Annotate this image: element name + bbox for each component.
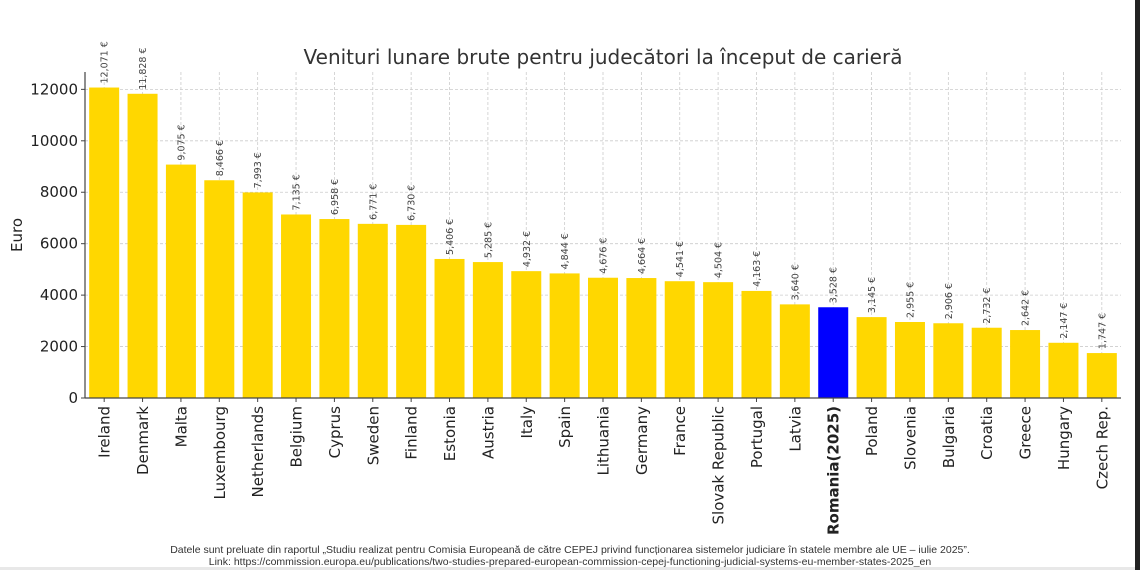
bar-chart: Venituri lunare brute pentru judecători … <box>8 41 1121 535</box>
data-label: 3,145 € <box>867 277 878 313</box>
data-label: 2,642 € <box>1021 290 1032 326</box>
data-label: 3,640 € <box>790 264 801 300</box>
data-label: 4,541 € <box>675 241 686 277</box>
data-label: 2,147 € <box>1059 303 1070 339</box>
x-tick-label: Germany <box>633 406 651 475</box>
bar-germany <box>626 278 657 398</box>
bar-croatia <box>971 327 1002 398</box>
x-tick-label: Czech Rep. <box>1093 406 1111 489</box>
bar-romania-2025- <box>818 307 849 398</box>
y-tick-label: 10000 <box>30 132 78 150</box>
bar-hungary <box>1048 342 1079 398</box>
bar-luxembourg <box>204 180 235 398</box>
data-label: 9,075 € <box>176 124 187 160</box>
x-tick-label: Belgium <box>288 406 306 468</box>
x-tick-label: Slovenia <box>901 406 919 470</box>
y-tick-label: 4000 <box>40 286 78 304</box>
data-label: 12,071 € <box>100 41 111 83</box>
data-label: 2,955 € <box>905 282 916 318</box>
data-label: 4,504 € <box>714 242 725 278</box>
bar-ireland <box>89 87 120 398</box>
x-tick-label: Cyprus <box>326 406 344 459</box>
data-label: 7,135 € <box>292 174 303 210</box>
x-tick-label: Slovak Republic <box>710 406 728 525</box>
data-label: 5,285 € <box>483 222 494 258</box>
bar-czech-rep- <box>1086 353 1117 398</box>
data-label: 6,771 € <box>368 184 379 220</box>
x-tick-label: Romania(2025) <box>825 406 843 535</box>
y-tick-label: 6000 <box>40 235 78 253</box>
data-label: 5,406 € <box>445 219 456 255</box>
x-tick-label: Luxembourg <box>211 406 229 500</box>
x-tick-label: Austria <box>479 406 497 459</box>
bar-greece <box>1010 330 1041 398</box>
bar-netherlands <box>242 192 273 398</box>
bar-portugal <box>741 290 772 398</box>
data-label: 6,730 € <box>407 185 418 221</box>
bar-estonia <box>434 258 465 398</box>
bar-latvia <box>779 304 810 398</box>
bar-austria <box>472 262 503 398</box>
x-tick-label: Malta <box>172 406 190 447</box>
x-tick-label: Croatia <box>978 406 996 460</box>
data-label: 4,664 € <box>637 238 648 274</box>
data-label: 6,958 € <box>330 179 341 215</box>
data-label: 4,676 € <box>599 237 610 273</box>
y-tick-label: 0 <box>68 389 78 407</box>
bar-denmark <box>127 93 158 398</box>
bar-slovak-republic <box>703 282 734 398</box>
x-tick-label: Poland <box>863 406 881 456</box>
data-label: 4,932 € <box>522 231 533 267</box>
data-label: 8,466 € <box>215 140 226 176</box>
bar-france <box>664 281 695 398</box>
data-label: 3,528 € <box>829 267 840 303</box>
window-edge <box>1135 0 1140 570</box>
bar-finland <box>396 224 427 398</box>
x-tick-label: France <box>671 406 689 456</box>
bar-cyprus <box>319 219 350 398</box>
bar-bulgaria <box>933 323 964 398</box>
x-tick-label: Denmark <box>134 406 152 475</box>
bar-lithuania <box>588 277 618 398</box>
chart-title: Venituri lunare brute pentru judecători … <box>304 45 903 69</box>
x-tick-label: Greece <box>1017 406 1035 459</box>
x-tick-label: Lithuania <box>595 406 613 475</box>
x-tick-label: Sweden <box>364 406 382 465</box>
bar-malta <box>165 164 196 398</box>
data-label: 7,993 € <box>253 152 264 188</box>
x-tick-label: Italy <box>518 406 536 439</box>
y-axis-label: Euro <box>8 218 26 252</box>
x-tick-label: Estonia <box>441 406 459 461</box>
bar-slovenia <box>894 321 925 398</box>
bar-belgium <box>281 214 312 398</box>
y-tick-label: 8000 <box>40 183 78 201</box>
data-label: 4,163 € <box>752 251 763 287</box>
x-tick-label: Ireland <box>96 406 114 458</box>
footnote-link[interactable]: Link: https://commission.europa.eu/publi… <box>208 556 932 568</box>
bar-italy <box>511 271 542 398</box>
x-tick-label: Netherlands <box>249 406 267 498</box>
footnote-source: Datele sunt preluate din raportul „Studi… <box>170 544 970 556</box>
bottom-divider <box>0 567 1135 570</box>
bar-sweden <box>357 223 388 398</box>
x-tick-label: Portugal <box>748 406 766 468</box>
data-label: 1,747 € <box>1097 313 1108 349</box>
x-tick-label: Latvia <box>786 406 804 452</box>
bar-spain <box>549 273 580 398</box>
x-tick-label: Hungary <box>1055 406 1073 470</box>
data-label: 2,906 € <box>944 283 955 319</box>
data-label: 2,732 € <box>982 287 993 323</box>
x-tick-label: Bulgaria <box>940 406 958 468</box>
y-tick-label: 12000 <box>30 80 78 98</box>
x-tick-label: Spain <box>556 406 574 448</box>
y-tick-label: 2000 <box>40 338 78 356</box>
bar-poland <box>856 317 887 398</box>
data-label: 11,828 € <box>138 47 149 89</box>
x-tick-label: Finland <box>403 406 421 460</box>
data-label: 4,844 € <box>560 233 571 269</box>
